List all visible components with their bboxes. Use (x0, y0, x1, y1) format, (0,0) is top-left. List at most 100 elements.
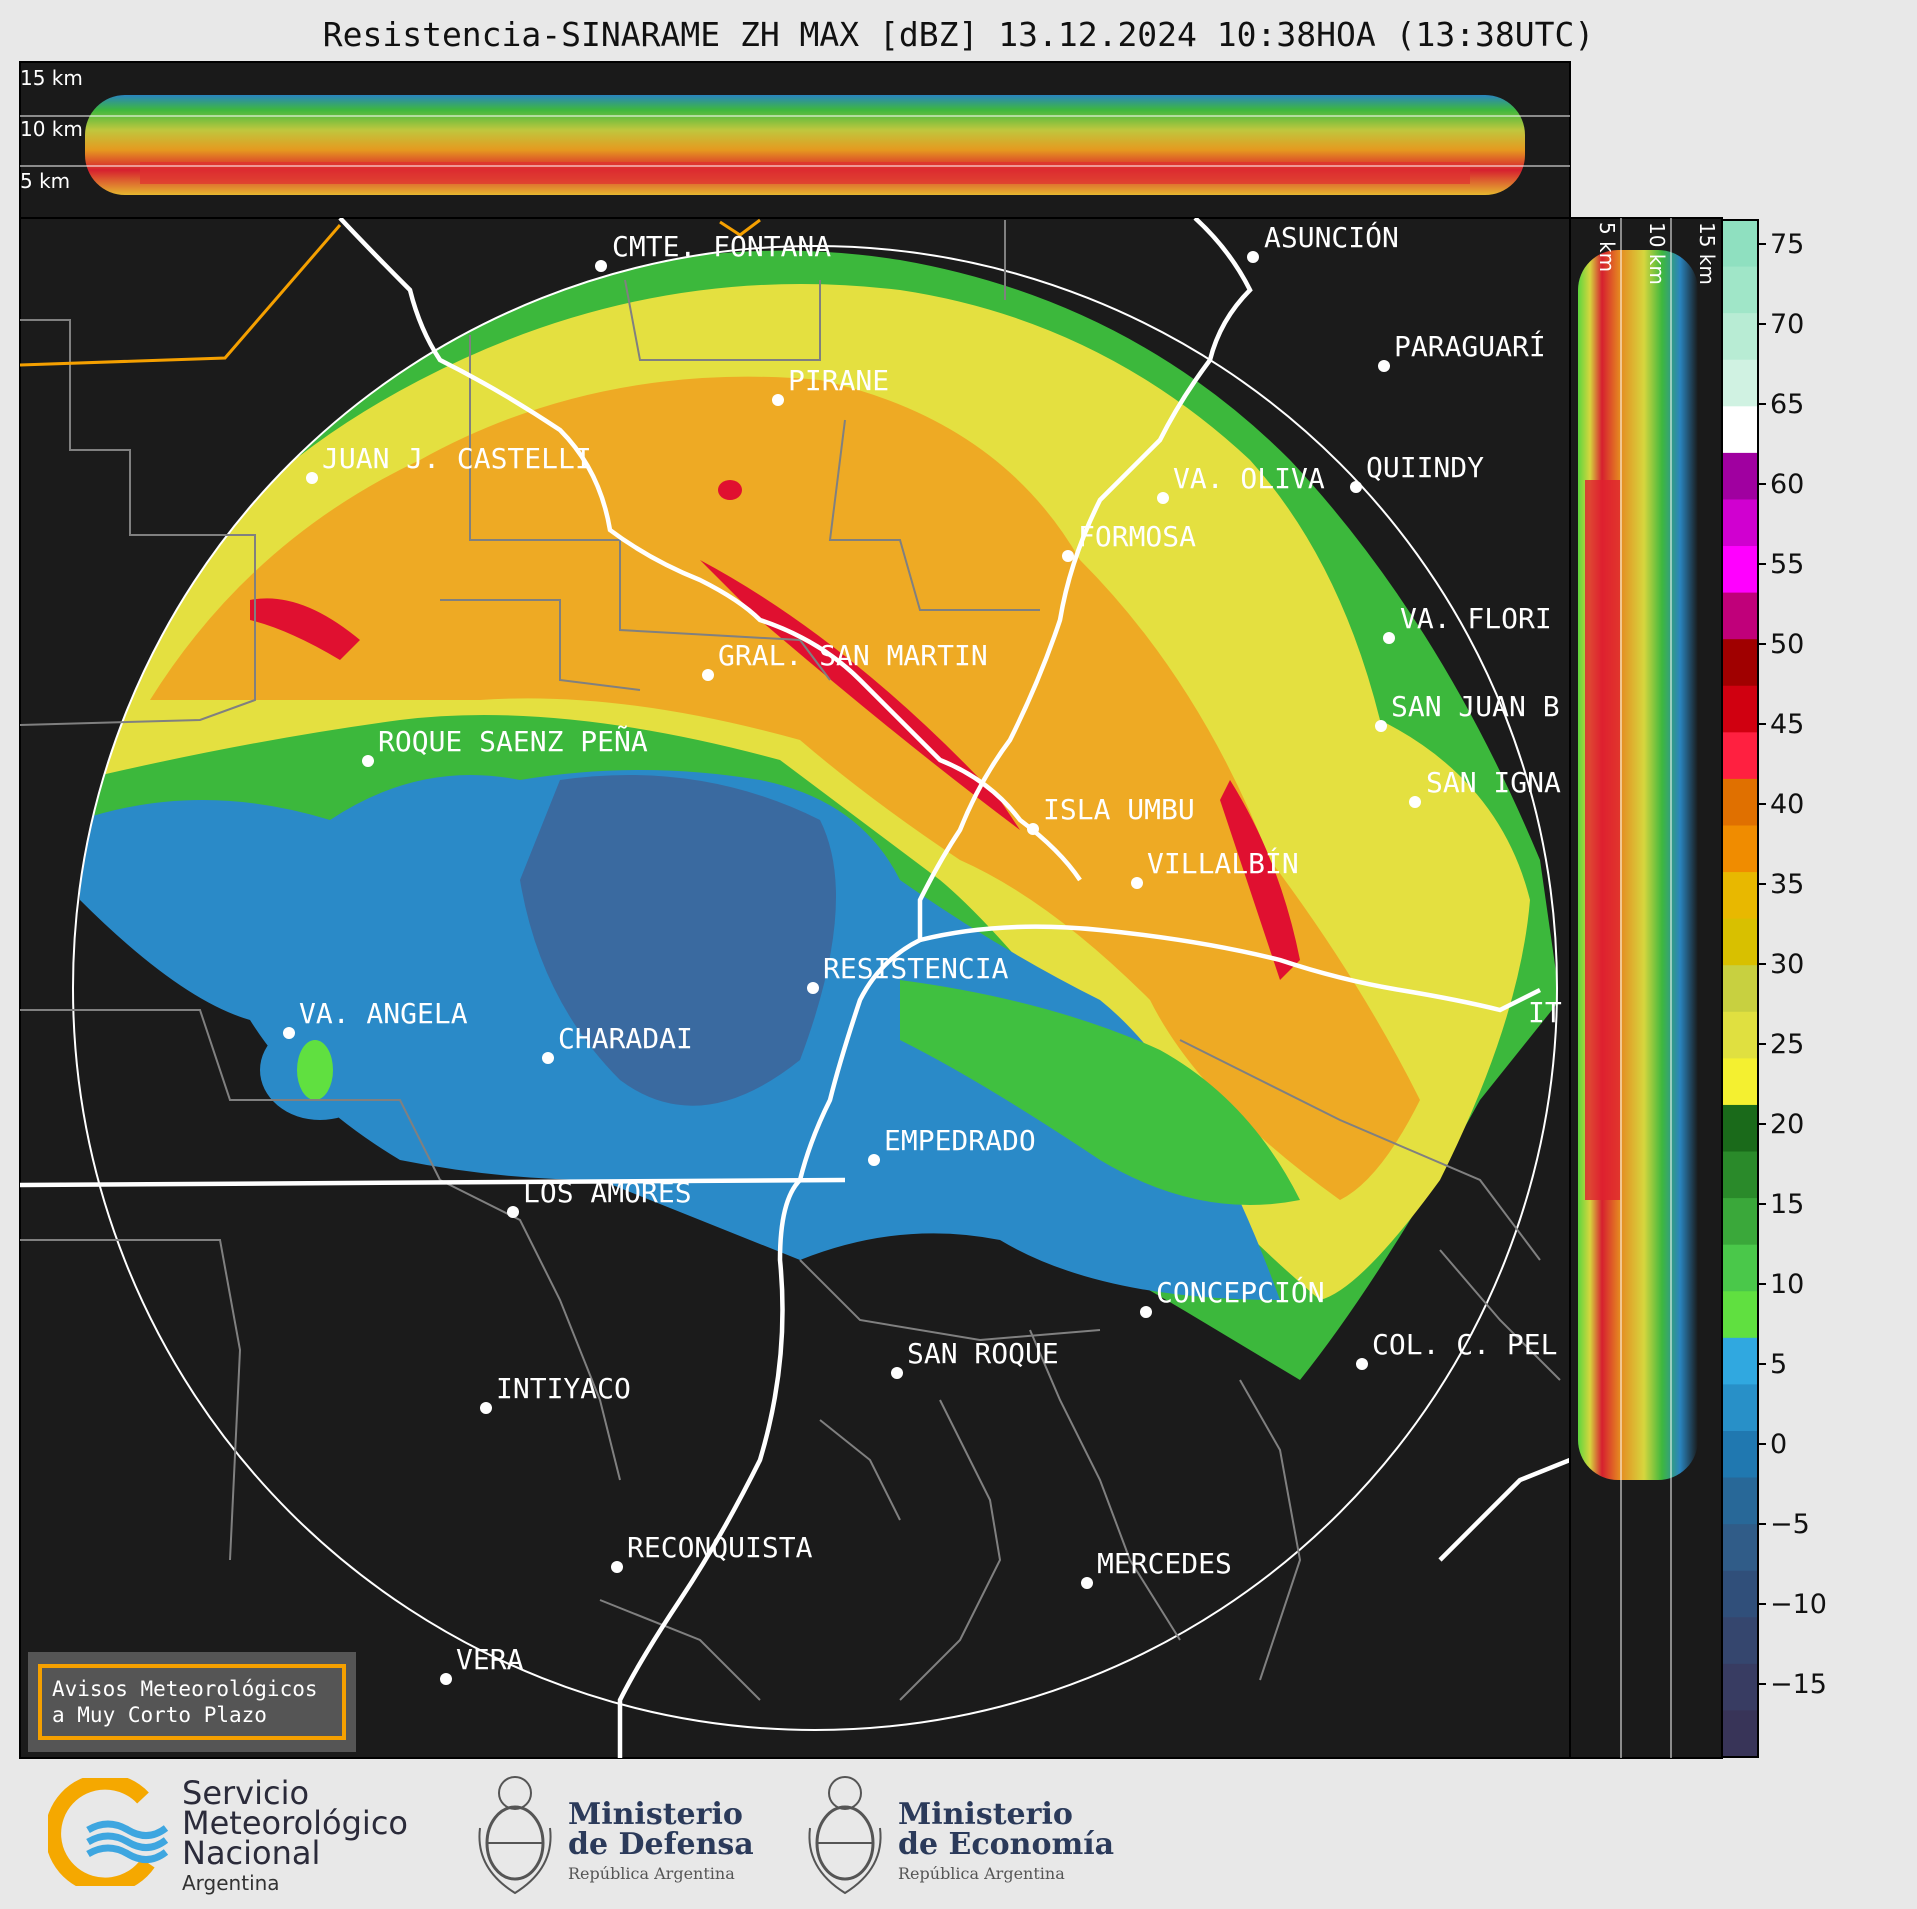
reflectivity-field (73, 250, 1557, 1380)
colorbar-tick-label: −15 (1770, 1669, 1827, 1700)
city-quiindy: QUIINDY (1350, 451, 1484, 493)
colorbar-tick-label: 20 (1770, 1109, 1804, 1140)
colorbar-swatch (1722, 965, 1758, 1013)
svg-text:EMPEDRADO: EMPEDRADO (884, 1124, 1036, 1157)
city-va-flori: VA. FLORI (1383, 602, 1552, 644)
colorbar-swatch (1722, 825, 1758, 873)
defensa-line-1: Ministerio (568, 1797, 743, 1832)
top-15km-label: 15 km (20, 66, 83, 90)
colorbar-swatch (1722, 1058, 1758, 1106)
colorbar-tick-label: 60 (1770, 469, 1804, 500)
svg-text:SAN IGNA: SAN IGNA (1426, 766, 1561, 799)
city-reconquista: RECONQUISTA (611, 1531, 813, 1573)
map-title: Resistencia-SINARAME ZH MAX [dBZ] 13.12.… (322, 15, 1595, 54)
colorbar-swatch (1722, 1430, 1758, 1479)
city-vera: VERA (440, 1643, 524, 1685)
colorbar-tick-label: 0 (1770, 1429, 1787, 1460)
colorbar-swatch (1722, 499, 1758, 547)
colorbar-swatch (1722, 313, 1758, 361)
colorbar-swatch (1722, 406, 1758, 454)
svg-text:INTIYACO: INTIYACO (496, 1372, 631, 1405)
city-cmte-fontana: CMTE. FONTANA (595, 230, 831, 272)
colorbar-tick-label: 70 (1770, 309, 1804, 340)
defensa-sub: República Argentina (568, 1864, 735, 1883)
colorbar-tick-label: 65 (1770, 389, 1804, 420)
colorbar-swatch (1722, 732, 1758, 780)
colorbar-swatches (1722, 220, 1758, 1758)
colorbar-tick-label: 40 (1770, 789, 1804, 820)
top-5km-label: 5 km (20, 169, 70, 193)
city-asuncion: ASUNCIÓN (1247, 220, 1399, 263)
svg-text:VERA: VERA (456, 1643, 524, 1676)
colorbar-tick-label: 10 (1770, 1269, 1804, 1300)
city-san-roque: SAN ROQUE (891, 1337, 1059, 1379)
svg-text:CHARADAI: CHARADAI (558, 1022, 693, 1055)
defensa-line-2: de Defensa (568, 1827, 754, 1862)
warning-line-2: a Muy Corto Plazo (52, 1703, 267, 1727)
colorbar-swatch (1722, 592, 1758, 640)
colorbar-swatch (1722, 1198, 1758, 1246)
colorbar-swatch (1722, 1337, 1758, 1385)
city-markers: CMTE. FONTANA ASUNCIÓN PARAGUARÍ PIRANE … (283, 220, 1562, 1685)
colorbar-swatch (1722, 685, 1758, 733)
warning-frame: Avisos Meteorológicos a Muy Corto Plazo (38, 1664, 346, 1740)
colorbar-swatch (1722, 639, 1758, 687)
economia-block: Ministerio de Economía República Argenti… (898, 1797, 1114, 1884)
radar-map: CMTE. FONTANA ASUNCIÓN PARAGUARÍ PIRANE … (19, 217, 1571, 1759)
svg-text:ISLA UMBU: ISLA UMBU (1043, 793, 1195, 826)
admin-borders (20, 220, 1561, 1701)
svg-text:VA. ANGELA: VA. ANGELA (299, 997, 468, 1030)
colorbar-swatch (1722, 1617, 1758, 1665)
colorbar-swatch (1722, 1104, 1758, 1153)
warning-box: Avisos Meteorológicos a Muy Corto Plazo (28, 1652, 356, 1752)
colorbar-tick-label: 50 (1770, 629, 1804, 660)
svg-text:FORMOSA: FORMOSA (1078, 520, 1196, 553)
colorbar-swatch (1722, 918, 1758, 966)
smn-line-3: Nacional (182, 1834, 321, 1872)
warning-line-1: Avisos Meteorológicos (52, 1677, 318, 1701)
colorbar-tick-label: 35 (1770, 869, 1804, 900)
defensa-block: Ministerio de Defensa República Argentin… (568, 1797, 754, 1884)
colorbar-tick-label: 45 (1770, 709, 1804, 740)
city-va-oliva: VA. OLIVA (1157, 462, 1325, 504)
top-height-panel: 15 km 10 km 5 km (19, 61, 1571, 219)
side-height-panel: 5 km 10 km 15 km (1569, 217, 1723, 1759)
city-paraguari: PARAGUARÍ (1378, 329, 1546, 372)
top-10km-label: 10 km (20, 117, 83, 141)
city-roque-saenz-pena: ROQUE SAENZ PEÑA (362, 724, 648, 767)
colorbar-tick-label: 75 (1770, 229, 1804, 260)
economia-sub: República Argentina (898, 1864, 1065, 1883)
svg-text:JUAN J. CASTELLI: JUAN J. CASTELLI (322, 442, 592, 475)
svg-text:QUIINDY: QUIINDY (1366, 451, 1484, 484)
colorbar-tick-label: −10 (1770, 1589, 1827, 1620)
colorbar-swatch (1722, 452, 1758, 500)
colorbar-swatch (1722, 1710, 1758, 1758)
colorbar-swatch (1722, 220, 1758, 268)
rivers (20, 218, 1570, 1758)
city-col-c-pel: COL. C. PEL (1356, 1328, 1557, 1370)
economia-line-1: Ministerio (898, 1797, 1073, 1832)
colorbar-tick-label: 25 (1770, 1029, 1804, 1060)
colorbar-tick-label: 5 (1770, 1349, 1787, 1380)
svg-text:VA. OLIVA: VA. OLIVA (1173, 462, 1325, 495)
svg-text:COL. C. PEL: COL. C. PEL (1372, 1328, 1557, 1361)
city-va-angela: VA. ANGELA (283, 997, 468, 1039)
city-villalbin: VILLALBÍN (1131, 846, 1299, 889)
colorbar-swatch (1722, 546, 1758, 594)
svg-text:ROQUE SAENZ PEÑA: ROQUE SAENZ PEÑA (378, 724, 648, 758)
svg-text:VA. FLORI: VA. FLORI (1400, 602, 1552, 635)
svg-text:ASUNCIÓN: ASUNCIÓN (1264, 220, 1399, 254)
svg-text:RESISTENCIA: RESISTENCIA (823, 952, 1009, 985)
colorbar-swatch (1722, 1151, 1758, 1199)
colorbar-swatch (1722, 266, 1758, 314)
city-it: IT (1528, 996, 1562, 1029)
city-gral-san-martin: GRAL. SAN MARTIN (702, 639, 988, 681)
colorbar-tick-label: −5 (1770, 1509, 1810, 1540)
defensa-coat-of-arms-icon (478, 1776, 552, 1895)
colorbar-tick-label: 15 (1770, 1189, 1804, 1220)
svg-text:VILLALBÍN: VILLALBÍN (1147, 846, 1299, 880)
city-intiyaco: INTIYACO (480, 1372, 631, 1414)
colorbar-swatch (1722, 872, 1758, 920)
